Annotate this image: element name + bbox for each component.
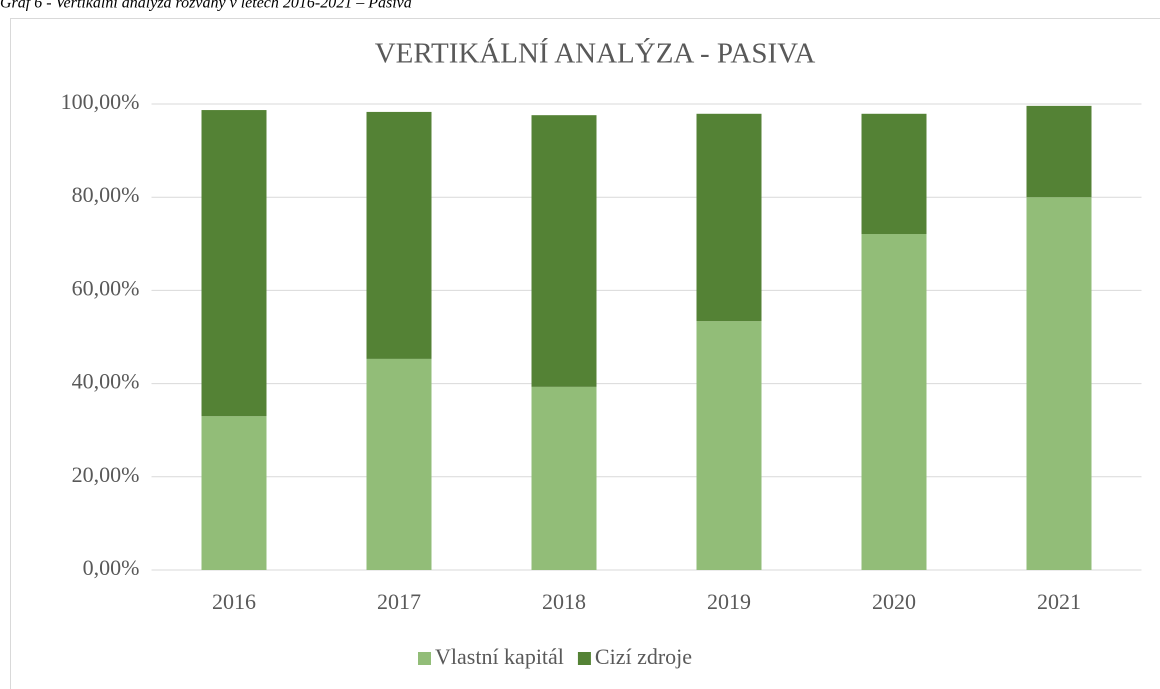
legend-label: Vlastní kapitál	[435, 644, 564, 669]
y-tick-label: 20,00%	[72, 462, 140, 487]
x-tick-label: 2020	[872, 589, 916, 614]
legend-swatch	[418, 652, 431, 665]
y-tick-label: 40,00%	[72, 369, 140, 394]
bar-segment	[861, 113, 927, 235]
y-tick-label: 0,00%	[83, 555, 140, 580]
x-tick-label: 2018	[542, 589, 586, 614]
chart-title: VERTIKÁLNÍ ANALÝZA - PASIVA	[375, 37, 816, 70]
bar-segment	[1026, 105, 1092, 198]
bar-segment	[366, 111, 432, 359]
bar-segment	[531, 386, 597, 570]
bar-segment	[1026, 197, 1092, 570]
x-tick-label: 2021	[1037, 589, 1081, 614]
y-tick-label: 80,00%	[72, 182, 140, 207]
bar-segment	[201, 416, 267, 570]
bar-segment	[696, 113, 762, 322]
x-tick-label: 2016	[212, 589, 256, 614]
bar-segment	[366, 358, 432, 570]
chart-frame	[10, 18, 1160, 689]
legend-label: Cizí zdroje	[595, 644, 692, 669]
bar-segment	[696, 321, 762, 570]
bar-segment	[861, 234, 927, 570]
caption: Graf 6 - Vertikální analýza rozvahy v le…	[0, 0, 412, 12]
x-tick-label: 2017	[377, 589, 421, 614]
legend-swatch	[577, 652, 591, 665]
bar-segment	[531, 115, 597, 387]
bar-segment	[201, 110, 267, 417]
x-tick-label: 2019	[707, 589, 751, 614]
y-tick-label: 60,00%	[72, 275, 140, 300]
y-tick-label: 100,00%	[61, 89, 140, 114]
